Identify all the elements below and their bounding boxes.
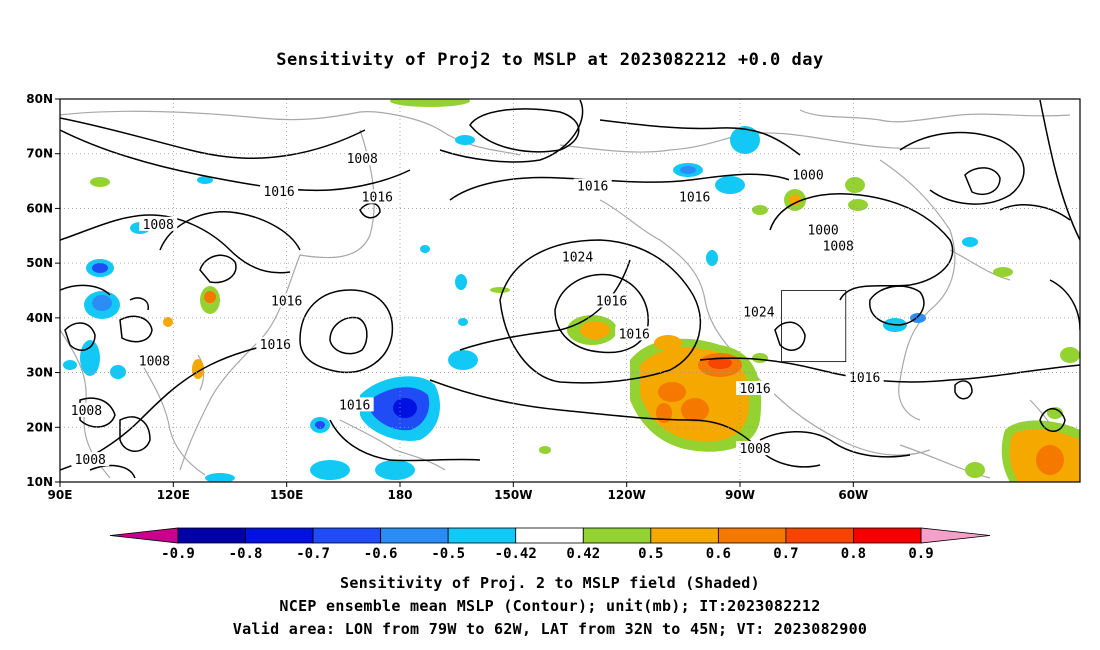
lat-label: 70N xyxy=(26,147,53,161)
contour-label-bg xyxy=(592,293,631,308)
contour-label: 1016 xyxy=(596,294,627,309)
gridlines xyxy=(55,98,1080,487)
contour-label-bg xyxy=(789,167,827,182)
contour-label: 1016 xyxy=(577,180,608,195)
colorbar-label: -0.5 xyxy=(431,546,465,562)
lat-label: 20N xyxy=(26,420,53,434)
contour-label: 1016 xyxy=(271,294,302,309)
lat-label: 80N xyxy=(26,92,53,106)
contour-label-bg xyxy=(358,189,397,204)
lat-label: 60N xyxy=(26,201,53,215)
contour-label: 1024 xyxy=(743,305,774,320)
contour-label: 1016 xyxy=(849,371,880,386)
contour-label-bg xyxy=(256,337,295,352)
colorbar-label: 0.6 xyxy=(706,546,731,562)
colorbar-swatch xyxy=(582,527,652,544)
lon-label: 60W xyxy=(838,488,868,502)
valid-area-box xyxy=(781,290,847,363)
contour-label: 1008 xyxy=(143,218,174,233)
contour-label-bg xyxy=(558,249,597,264)
colorbar-label: 0.7 xyxy=(773,546,798,562)
colorbar-swatch xyxy=(515,527,584,544)
contour-labels: 1008 1016 1016 1008 1016 1016 1008 1008 1008 1016… xyxy=(67,151,884,468)
contour-label: 1008 xyxy=(75,453,106,468)
caption-valid-area: Valid area: LON from 79W to 62W, LAT fro… xyxy=(232,620,868,638)
contour-label: 1024 xyxy=(562,251,593,266)
contour-label: 1016 xyxy=(619,327,650,342)
mslp-contours xyxy=(60,99,1080,479)
lon-label: 150W xyxy=(494,488,532,502)
contour-label-bg xyxy=(343,151,382,166)
contour-label: 1016 xyxy=(339,398,370,413)
contour-label-bg xyxy=(573,178,612,193)
colorbar-label: -0.42 xyxy=(495,546,537,562)
contour-label: 1016 xyxy=(679,190,710,205)
lon-label: 90E xyxy=(48,488,73,502)
lat-label: 10N xyxy=(26,475,53,489)
contour-label: 1008 xyxy=(71,404,102,419)
contour-label: 1008 xyxy=(823,240,854,255)
colorbar-swatch xyxy=(853,527,922,544)
colorbar-label: 0.42 xyxy=(566,546,600,562)
contour-label-bg xyxy=(71,452,110,467)
colorbar-label: -0.9 xyxy=(161,546,195,562)
contour-label-bg xyxy=(675,189,714,204)
contour-label-bg xyxy=(804,222,843,237)
colorbar-right-arrow xyxy=(920,527,991,544)
contour-label: 1008 xyxy=(139,355,170,370)
lon-label: 150E xyxy=(270,488,303,502)
contour-label-bg xyxy=(135,353,174,368)
colorbar-label: 0.8 xyxy=(841,546,866,562)
contour-label-bg xyxy=(67,402,106,417)
colorbar-swatch xyxy=(312,527,382,544)
colorbar-swatch xyxy=(785,527,854,544)
contour-label: 1008 xyxy=(347,152,378,167)
colorbar-swatch xyxy=(177,527,246,544)
lon-label: 90W xyxy=(725,488,755,502)
contour-label-bg xyxy=(260,184,299,199)
contour-label-bg xyxy=(736,441,775,456)
contour-label-bg xyxy=(845,370,884,385)
colorbar-swatch xyxy=(717,527,787,544)
caption-contour: NCEP ensemble mean MSLP (Contour); unit(… xyxy=(279,597,821,615)
colorbar-label: -0.7 xyxy=(296,546,330,562)
map-title: Sensitivity of Proj2 to MSLP at 20230822… xyxy=(276,50,824,70)
contour-label: 1000 xyxy=(807,223,838,238)
colorbar-swatch xyxy=(447,527,517,544)
colorbar: -0.9 -0.8 -0.7 -0.6 -0.5 -0.42 0.42 0.5 0.6 0.7 0.… xyxy=(109,527,991,562)
colorbar-swatch xyxy=(380,527,449,544)
colorbar-left-arrow xyxy=(109,527,179,544)
lat-label: 30N xyxy=(26,366,53,380)
colorbar-swatch xyxy=(245,527,314,544)
contour-label: 1016 xyxy=(362,190,393,205)
contour-label-bg xyxy=(615,326,654,341)
sensitivity-shading xyxy=(63,99,1080,482)
contour-label: 1000 xyxy=(792,169,823,184)
contour-label: 1016 xyxy=(260,338,291,353)
lon-label: 120W xyxy=(608,488,646,502)
contour-label-bg xyxy=(267,293,306,308)
contour-label: 1016 xyxy=(263,185,294,200)
colorbar-label: 0.9 xyxy=(908,546,933,562)
colorbar-swatch xyxy=(650,527,719,544)
colorbar-label: 0.5 xyxy=(638,546,663,562)
contour-label: 1008 xyxy=(739,442,770,457)
lon-label: 120E xyxy=(157,488,190,502)
plot-frame xyxy=(59,98,1081,483)
contour-label-bg xyxy=(335,397,374,412)
contour-label-bg xyxy=(736,380,775,395)
lon-label: 180 xyxy=(387,488,412,502)
lat-label: 40N xyxy=(26,311,53,325)
colorbar-label: -0.8 xyxy=(229,546,263,562)
lat-label: 50N xyxy=(26,256,53,270)
contour-label: 1016 xyxy=(739,382,770,397)
caption-shading: Sensitivity of Proj. 2 to MSLP field (Sh… xyxy=(340,574,760,592)
contour-label-bg xyxy=(819,238,858,253)
contour-label-bg xyxy=(739,304,778,319)
colorbar-label: -0.6 xyxy=(364,546,398,562)
contour-label-bg xyxy=(139,216,178,231)
